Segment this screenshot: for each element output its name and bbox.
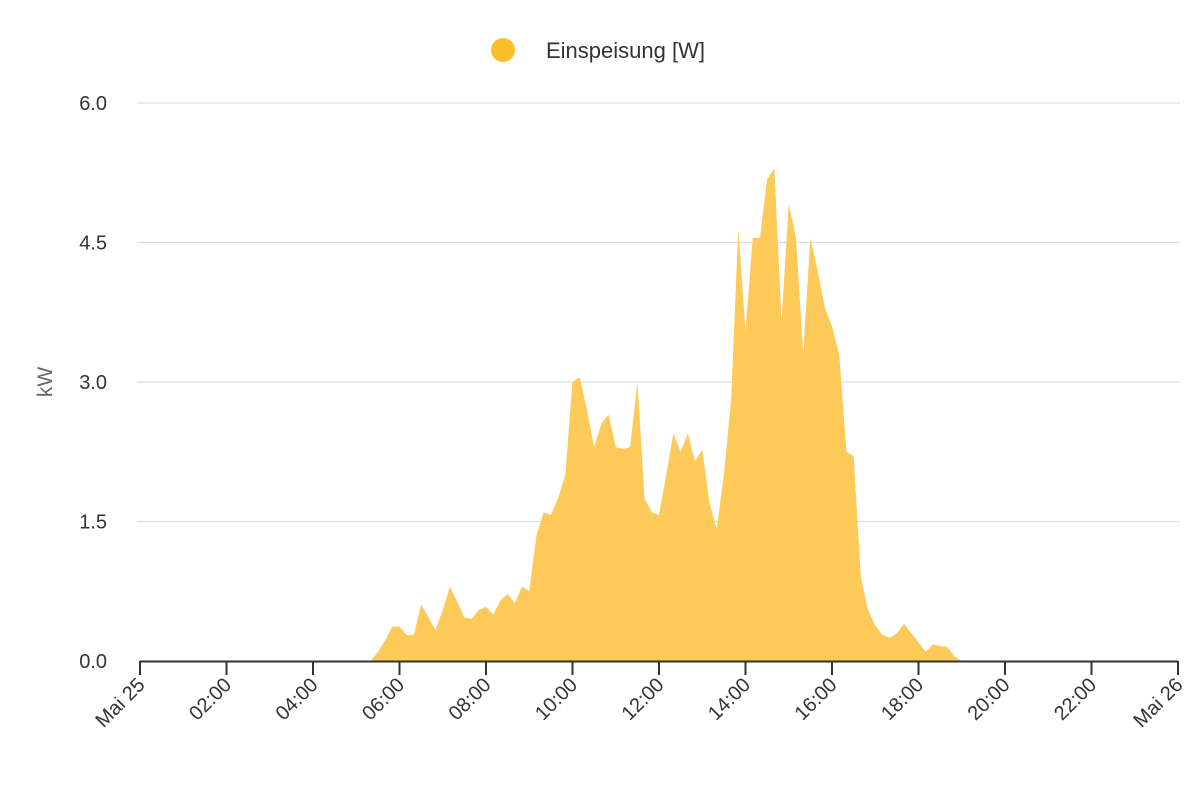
legend-marker <box>491 38 515 62</box>
x-tick-label: 22:00 <box>1050 674 1101 725</box>
y-axis: 0.0 1.5 3.0 4.5 6.0 <box>79 93 107 673</box>
series-area-layer <box>370 168 977 661</box>
legend-label: Einspeisung [W] <box>546 38 705 63</box>
x-tick-label: 18:00 <box>877 674 928 725</box>
y-axis-title: kW <box>34 367 57 398</box>
x-tick-label: 16:00 <box>791 674 842 725</box>
y-tick-label: 4.5 <box>79 233 107 255</box>
x-tick-label: 10:00 <box>531 674 582 725</box>
x-tick-label: Mai 26 <box>1130 674 1188 732</box>
y-tick-label: 0.0 <box>79 651 107 673</box>
y-tick-label: 1.5 <box>79 512 107 534</box>
x-tick-label: 20:00 <box>964 674 1015 725</box>
x-tick-label: 12:00 <box>618 674 669 725</box>
y-tick-label: 3.0 <box>79 372 107 394</box>
x-tick-label: 06:00 <box>358 674 409 725</box>
x-tick-label: Mai 25 <box>92 674 150 732</box>
x-tick-label: 14:00 <box>704 674 755 725</box>
y-tick-label: 6.0 <box>79 93 107 115</box>
x-tick-label: 04:00 <box>272 674 323 725</box>
gridlines <box>137 102 1180 523</box>
x-tick-label: 02:00 <box>185 674 236 725</box>
series-area[interactable] <box>370 168 977 661</box>
legend[interactable]: Einspeisung [W] <box>491 38 705 63</box>
x-tick-label: 08:00 <box>445 674 496 725</box>
x-axis: Mai 25 02:00 04:00 06:00 08:00 10:00 12:00 14:0… <box>92 660 1188 732</box>
